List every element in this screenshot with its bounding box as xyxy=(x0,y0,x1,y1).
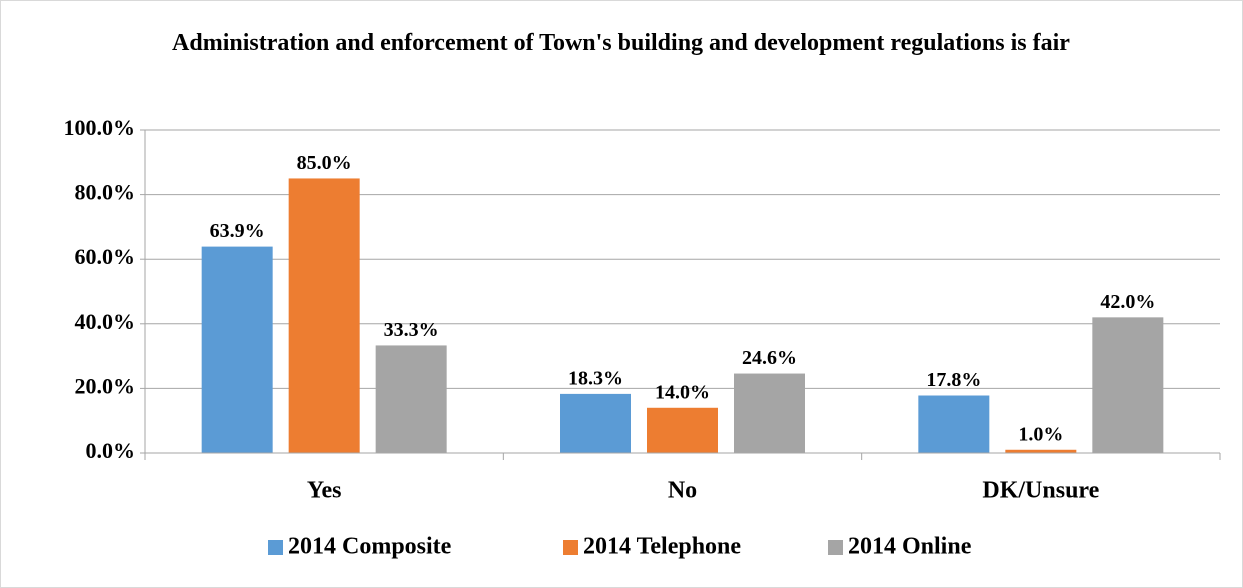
legend-label: 2014 Online xyxy=(848,534,972,560)
x-tick-label: No xyxy=(668,478,697,504)
bar xyxy=(1092,317,1164,453)
bar xyxy=(560,393,631,453)
bar xyxy=(918,395,990,453)
data-label: 85.0% xyxy=(297,152,352,174)
data-label: 42.0% xyxy=(1100,291,1155,313)
y-tick-label: 100.0% xyxy=(64,115,136,140)
x-tick-label: Yes xyxy=(307,478,342,504)
bar xyxy=(1005,449,1077,453)
bar xyxy=(201,246,273,453)
legend-label: 2014 Telephone xyxy=(583,534,741,560)
bar xyxy=(288,178,360,453)
legend-swatch xyxy=(268,540,283,555)
x-tick-label: DK/Unsure xyxy=(982,478,1099,504)
legend-swatch xyxy=(828,540,843,555)
data-label: 63.9% xyxy=(210,220,265,242)
y-tick-label: 60.0% xyxy=(75,244,136,269)
data-label: 14.0% xyxy=(655,381,710,403)
data-label: 1.0% xyxy=(1018,423,1063,445)
chart-title: Administration and enforcement of Town's… xyxy=(172,30,1070,56)
data-label: 17.8% xyxy=(926,369,981,391)
y-tick-label: 40.0% xyxy=(75,309,136,334)
legend-label: 2014 Composite xyxy=(288,534,452,560)
y-tick-label: 80.0% xyxy=(75,180,136,205)
y-tick-label: 20.0% xyxy=(75,373,136,398)
legend-swatch xyxy=(563,540,578,555)
bar xyxy=(647,407,718,453)
data-label: 24.6% xyxy=(742,347,797,369)
data-label: 18.3% xyxy=(568,367,623,389)
y-tick-label: 0.0% xyxy=(86,438,136,463)
bar xyxy=(734,373,805,453)
data-label: 33.3% xyxy=(384,319,439,341)
bar xyxy=(375,345,447,453)
